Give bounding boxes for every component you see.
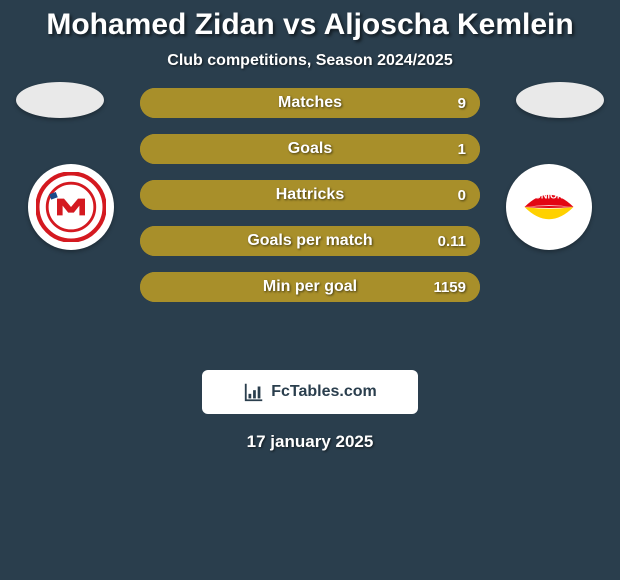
page-title: Mohamed Zidan vs Aljoscha Kemlein (0, 0, 620, 42)
stat-label: Min per goal (140, 278, 480, 296)
stat-value-right: 0 (458, 187, 466, 204)
stat-label: Hattricks (140, 186, 480, 204)
player-photo-left (16, 82, 104, 118)
stat-bar: Min per goal1159 (140, 272, 480, 302)
stat-bar: Hattricks0 (140, 180, 480, 210)
stat-label: Matches (140, 94, 480, 112)
stat-bar: Goals1 (140, 134, 480, 164)
brand-text: FcTables.com (271, 383, 377, 401)
mainz-icon (36, 172, 106, 242)
club-logo-right: UNION (506, 164, 592, 250)
stat-label: Goals per match (140, 232, 480, 250)
date-text: 17 january 2025 (0, 432, 620, 452)
union-berlin-icon: UNION (514, 172, 584, 242)
comparison-stage: UNION Matches9 Goals1 Hattricks0 Goals per … (0, 88, 620, 348)
stat-bar: Matches9 (140, 88, 480, 118)
stat-value-right: 9 (458, 95, 466, 112)
svg-text:UNION: UNION (534, 191, 563, 201)
stat-label: Goals (140, 140, 480, 158)
stat-value-right: 1159 (433, 279, 466, 296)
player-photo-right (516, 82, 604, 118)
subtitle: Club competitions, Season 2024/2025 (0, 52, 620, 70)
stat-value-right: 0.11 (438, 233, 466, 250)
stat-value-right: 1 (458, 141, 466, 158)
stat-bars: Matches9Goals1Hattricks0Goals per match0… (140, 88, 480, 318)
stat-bar: Goals per match0.11 (140, 226, 480, 256)
club-logo-left (28, 164, 114, 250)
chart-icon (243, 381, 265, 403)
brand-badge: FcTables.com (202, 370, 418, 414)
